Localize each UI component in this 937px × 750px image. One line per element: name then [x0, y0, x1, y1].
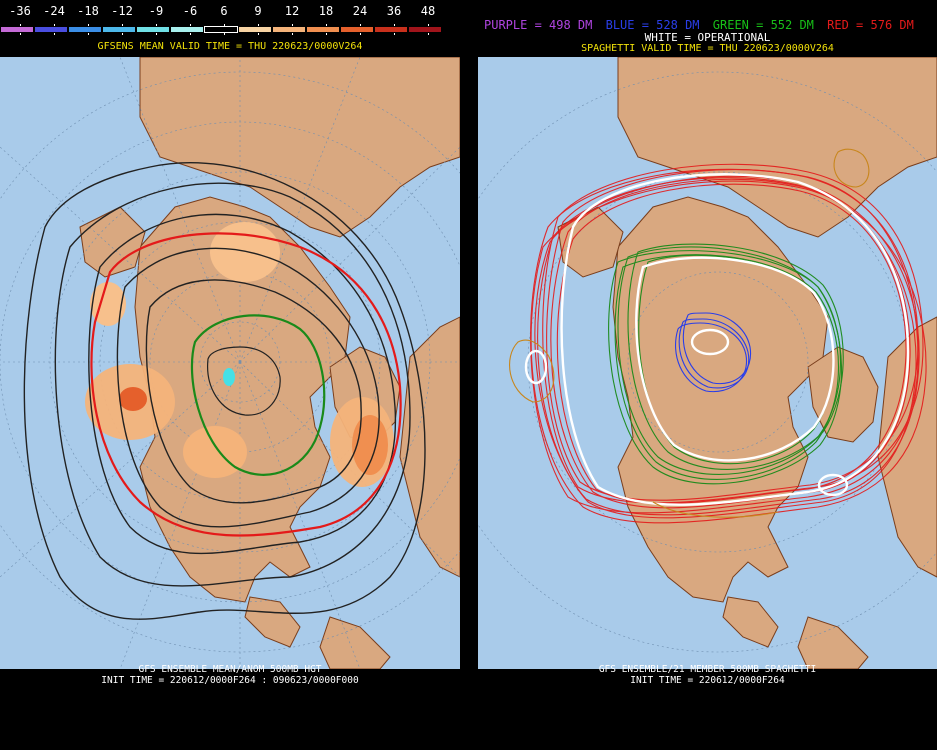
- height-contours: [23, 162, 426, 620]
- eurasia-land: [139, 57, 460, 238]
- legend-blue: BLUE = 528 DM: [605, 18, 700, 32]
- mean-valid-time-title: GFSENS MEAN VALID TIME = THU 220623/0000…: [97, 41, 363, 52]
- scale-label: -12: [111, 4, 133, 18]
- spaghetti-panel: PURPLE = 498 DM BLUE = 528 DM GREEN = 55…: [478, 0, 937, 750]
- scale-label: 18: [318, 4, 334, 18]
- legend-purple: PURPLE = 498 DM: [484, 18, 593, 32]
- land-masses: [79, 57, 460, 669]
- scale-color-swatch: [34, 26, 68, 33]
- scale-label: 36: [386, 4, 402, 18]
- scale-color-swatch: [136, 26, 170, 33]
- contour-552-green: [190, 314, 326, 476]
- scale-color-swatch: [408, 26, 442, 33]
- spaghetti-valid-time-title: SPAGHETTI VALID TIME = THU 220623/0000V2…: [581, 43, 834, 54]
- scale-label: 24: [352, 4, 368, 18]
- operational-legend: WHITE = OPERATIONAL: [644, 31, 771, 44]
- scale-label: -36: [9, 4, 31, 18]
- eurasia-land: [617, 57, 937, 238]
- scale-color-swatch: [306, 26, 340, 33]
- spaghetti-outlier-contours: [509, 148, 870, 518]
- scale-color-swatch: [272, 26, 306, 33]
- legend-red: RED = 576 DM: [827, 18, 914, 32]
- scale-label: -18: [77, 4, 99, 18]
- north-america-land: [134, 196, 351, 603]
- south-america-land: [319, 616, 391, 669]
- scale-color-swatch: [68, 26, 102, 33]
- scale-label: 6: [220, 4, 228, 18]
- scale-label: -6: [182, 4, 198, 18]
- scale-color-swatch: [204, 26, 238, 33]
- scale-label: -9: [148, 4, 164, 18]
- legend-green: GREEN = 552 DM: [712, 18, 814, 32]
- contour-576-red: [90, 232, 402, 537]
- scale-color-swatch: [374, 26, 408, 33]
- anomaly-positive-canada: [183, 426, 247, 478]
- spaghetti-bottom-title: GFS ENSEMBLE/21 MEMBER 500MB SPAGHETTI: [598, 664, 817, 675]
- panel-divider: [460, 0, 478, 750]
- height-anomaly-shading: [85, 222, 394, 487]
- anomaly-positive-siberia: [210, 222, 280, 282]
- scale-label: 48: [420, 4, 436, 18]
- contour-inner: [207, 346, 281, 416]
- scale-label: -24: [43, 4, 65, 18]
- scale-color-swatch: [102, 26, 136, 33]
- anomaly-negative-pole: [223, 368, 235, 386]
- scale-color-swatch: [0, 26, 34, 33]
- mexico-land: [244, 596, 301, 648]
- mean-init-time: INIT TIME = 220612/0000F264 : 090623/000…: [101, 675, 359, 686]
- anomaly-core-pacific: [119, 387, 147, 411]
- anomaly-positive-bering: [90, 282, 126, 326]
- spaghetti-blue-528: [674, 312, 752, 393]
- south-america-land: [797, 616, 869, 669]
- scale-color-swatch: [238, 26, 272, 33]
- spaghetti-init-time: INIT TIME = 220612/0000F264: [630, 675, 785, 686]
- operational-contours: [524, 173, 910, 506]
- spaghetti-red-576: [530, 163, 927, 524]
- scale-color-swatch: [170, 26, 204, 33]
- greenland-land: [807, 346, 879, 443]
- spaghetti-map: [478, 57, 937, 669]
- ensemble-mean-map: [0, 57, 460, 669]
- scale-label: 9: [254, 4, 262, 18]
- ensemble-mean-panel: -36 -24 -18 -12 -9 -6 6 9 12 18 24 36 48 GFSENS MEAN…: [0, 0, 460, 750]
- scale-color-swatch: [340, 26, 374, 33]
- mean-bottom-title: GFS ENSEMBLE MEAN/ANOM 500MB HGT: [138, 664, 322, 675]
- scale-label: 12: [284, 4, 300, 18]
- spaghetti-color-legend: PURPLE = 498 DM BLUE = 528 DM GREEN = 55…: [484, 18, 920, 32]
- mexico-land: [722, 596, 779, 648]
